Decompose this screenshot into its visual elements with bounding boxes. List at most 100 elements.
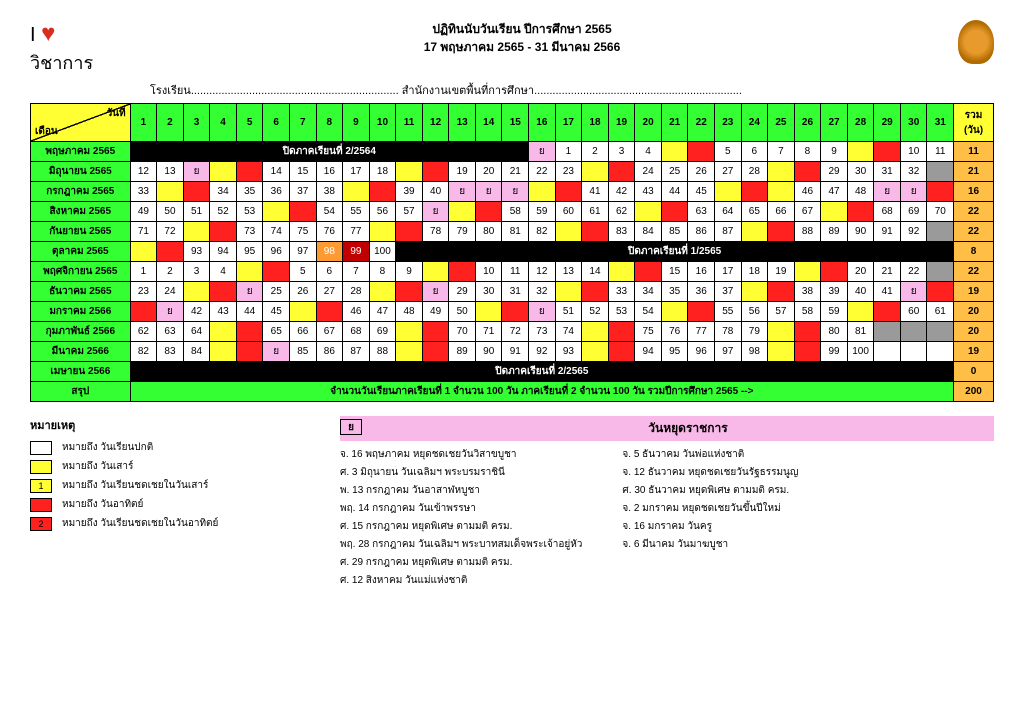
day-cell: 88 xyxy=(794,222,821,242)
day-cell: 4 xyxy=(210,262,237,282)
day-cell: 49 xyxy=(130,202,157,222)
day-cell: 61 xyxy=(927,302,954,322)
day-cell: 73 xyxy=(236,222,263,242)
day-cell: 4 xyxy=(635,142,662,162)
month-name: เมษายน 2566 xyxy=(31,362,131,382)
day-cell: 10 xyxy=(475,262,502,282)
day-cell: 96 xyxy=(688,342,715,362)
day-cell xyxy=(130,242,157,262)
day-cell: ย xyxy=(157,302,184,322)
day-cell: 66 xyxy=(289,322,316,342)
day-cell: 32 xyxy=(900,162,927,182)
legend-heading: หมายเหตุ xyxy=(30,416,310,434)
day-cell: 64 xyxy=(183,322,210,342)
day-cell: 29 xyxy=(449,282,476,302)
day-cell xyxy=(369,222,396,242)
day-cell: 49 xyxy=(422,302,449,322)
day-cell xyxy=(396,222,423,242)
day-header: 27 xyxy=(821,104,848,142)
day-cell: ย xyxy=(900,282,927,302)
day-cell xyxy=(661,202,688,222)
day-cell: 65 xyxy=(263,322,290,342)
holiday-item: จ. 16 มกราคม วันครู xyxy=(622,519,798,534)
day-cell: 46 xyxy=(343,302,370,322)
month-row: ธันวาคม 25652324ย25262728ย29303132333435… xyxy=(31,282,994,302)
sum-cell: 8 xyxy=(954,242,994,262)
day-cell: 33 xyxy=(608,282,635,302)
day-cell: 54 xyxy=(316,202,343,222)
day-cell: 69 xyxy=(900,202,927,222)
day-cell xyxy=(794,162,821,182)
day-cell: 90 xyxy=(847,222,874,242)
day-cell: 18 xyxy=(369,162,396,182)
day-cell: 44 xyxy=(236,302,263,322)
day-cell xyxy=(422,162,449,182)
day-cell xyxy=(422,342,449,362)
day-cell: 89 xyxy=(821,222,848,242)
day-header: 7 xyxy=(289,104,316,142)
day-cell: 22 xyxy=(529,162,556,182)
day-cell: 72 xyxy=(157,222,184,242)
day-cell xyxy=(316,302,343,322)
day-cell: 12 xyxy=(130,162,157,182)
day-cell: 15 xyxy=(661,262,688,282)
day-cell: 98 xyxy=(316,242,343,262)
day-header: 20 xyxy=(635,104,662,142)
day-header: 26 xyxy=(794,104,821,142)
sum-cell: 22 xyxy=(954,222,994,242)
day-cell: 40 xyxy=(847,282,874,302)
table-head: วันที่เดือน12345678910111213141516171819… xyxy=(31,104,994,142)
day-cell xyxy=(768,162,795,182)
day-header: 8 xyxy=(316,104,343,142)
day-cell: 47 xyxy=(369,302,396,322)
day-cell: 38 xyxy=(316,182,343,202)
day-cell: 76 xyxy=(316,222,343,242)
heart-icon: ♥ xyxy=(41,20,55,47)
day-cell: 9 xyxy=(821,142,848,162)
day-cell xyxy=(927,322,954,342)
day-cell xyxy=(422,262,449,282)
legend-left: หมายเหตุ หมายถึง วันเรียนปกติหมายถึง วัน… xyxy=(30,416,310,591)
day-cell: 95 xyxy=(661,342,688,362)
day-cell xyxy=(582,222,609,242)
day-header: 5 xyxy=(236,104,263,142)
day-cell: 26 xyxy=(289,282,316,302)
day-cell: 71 xyxy=(475,322,502,342)
month-row: มิถุนายน 25651213ย1415161718192021222324… xyxy=(31,162,994,182)
legend-row: หมายถึง วันอาทิตย์ xyxy=(30,497,310,512)
day-cell: 97 xyxy=(714,342,741,362)
day-cell: 55 xyxy=(343,202,370,222)
day-cell: 23 xyxy=(555,162,582,182)
day-cell xyxy=(874,322,901,342)
day-cell: 84 xyxy=(635,222,662,242)
day-cell xyxy=(661,142,688,162)
day-cell: 29 xyxy=(821,162,848,182)
emblem-icon xyxy=(958,20,994,64)
day-cell: 76 xyxy=(661,322,688,342)
day-cell: 14 xyxy=(582,262,609,282)
holiday-swatch: ย xyxy=(340,419,362,435)
table-body: พฤษภาคม 2565ปิดภาคเรียนที่ 2/2564ย123456… xyxy=(31,142,994,402)
day-cell xyxy=(502,302,529,322)
day-cell: 79 xyxy=(449,222,476,242)
legend-row: 2หมายถึง วันเรียนชดเชยในวันอาทิตย์ xyxy=(30,516,310,531)
day-cell: 54 xyxy=(635,302,662,322)
logo-script: วิชาการ xyxy=(30,53,93,73)
day-cell: 75 xyxy=(289,222,316,242)
legend-swatch: 2 xyxy=(30,517,52,531)
day-cell: ย xyxy=(529,302,556,322)
day-header: 3 xyxy=(183,104,210,142)
day-cell: 61 xyxy=(582,202,609,222)
day-cell: 63 xyxy=(688,202,715,222)
sum-cell: 0 xyxy=(954,362,994,382)
day-cell: 92 xyxy=(900,222,927,242)
day-cell: 77 xyxy=(343,222,370,242)
day-header: 4 xyxy=(210,104,237,142)
day-cell xyxy=(289,202,316,222)
legend-text: หมายถึง วันเสาร์ xyxy=(62,459,133,474)
day-header: 22 xyxy=(688,104,715,142)
sum-cell: 20 xyxy=(954,302,994,322)
sum-cell: 19 xyxy=(954,282,994,302)
logo-left: I ♥ วิชาการ xyxy=(30,20,100,77)
day-cell xyxy=(157,242,184,262)
